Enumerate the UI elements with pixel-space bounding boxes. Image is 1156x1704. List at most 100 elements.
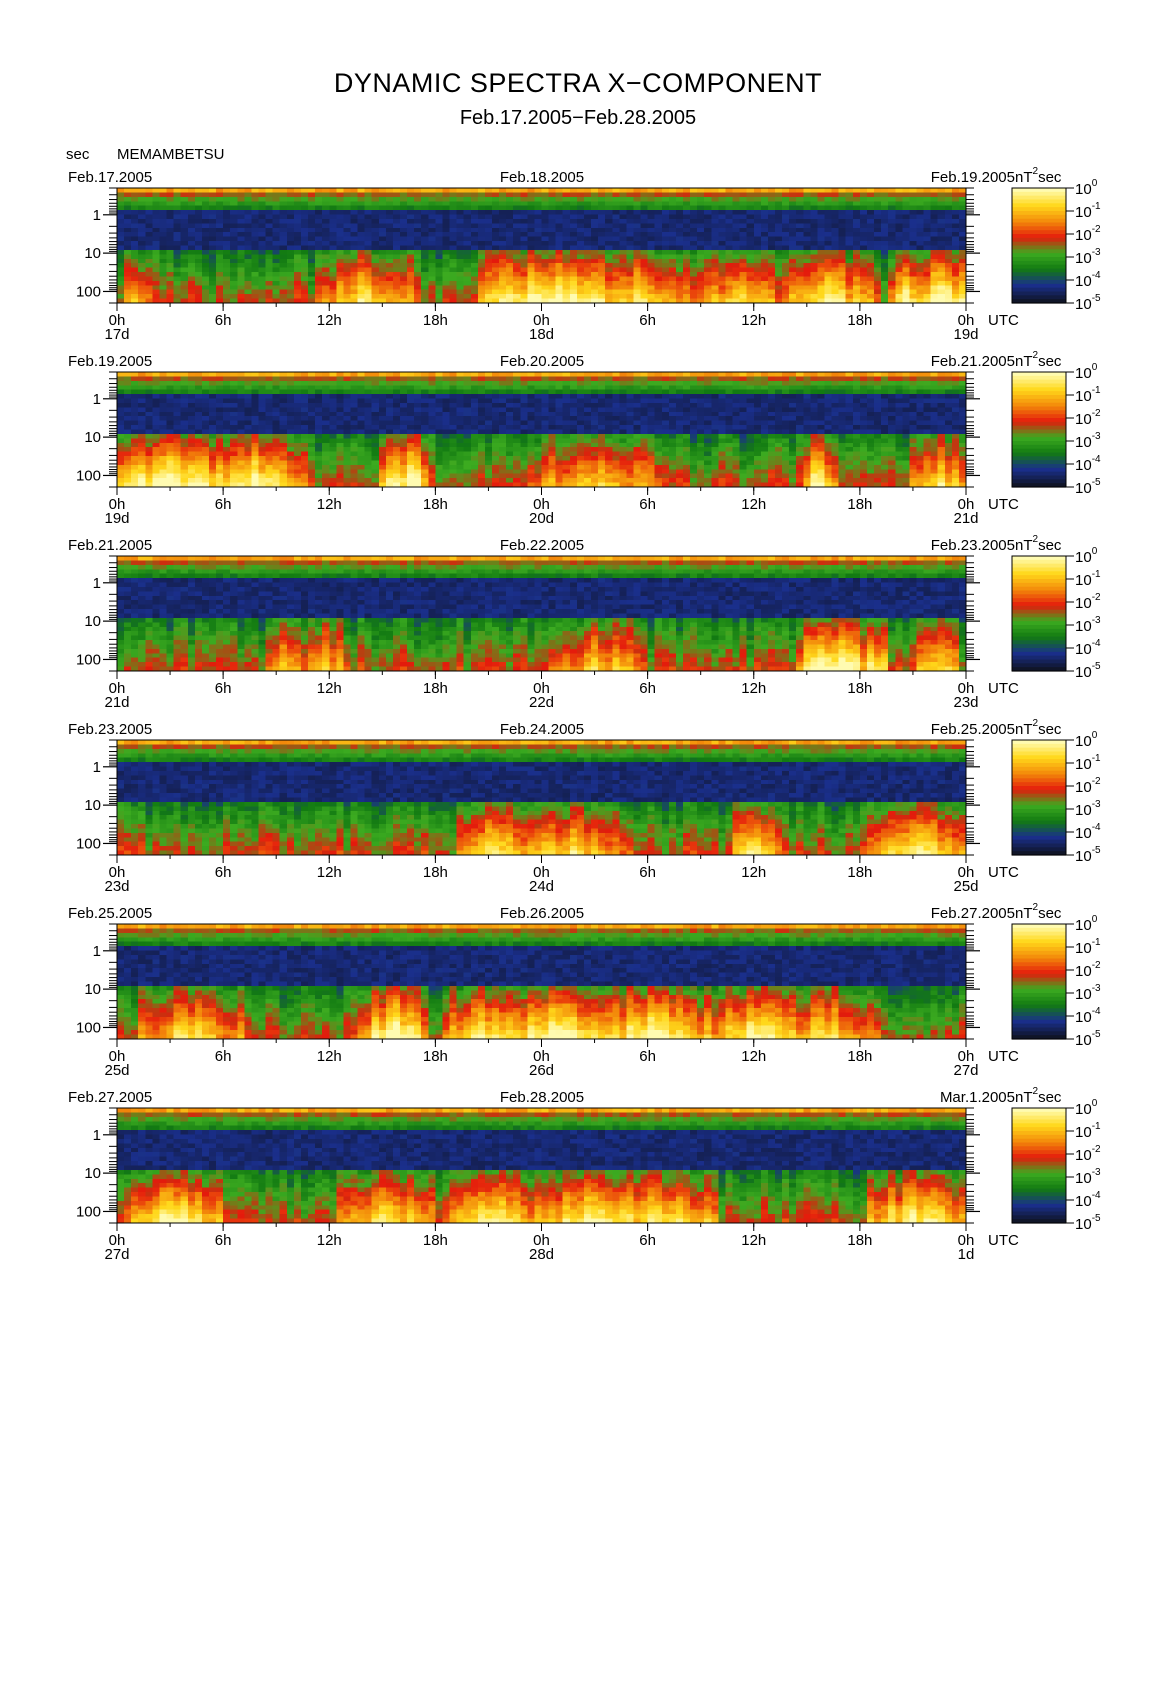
spectrogram-cell <box>300 227 309 233</box>
spectrogram-cell <box>902 272 910 278</box>
spectrogram-cell <box>803 223 811 229</box>
spectrogram-cell <box>336 249 344 255</box>
spectrogram-cell <box>315 263 323 269</box>
spectrogram-cell <box>201 433 210 439</box>
spectrogram-cell <box>810 196 819 202</box>
spectrogram-cell <box>279 416 288 422</box>
spectrogram-cell <box>378 267 387 273</box>
spectrogram-cell <box>888 298 896 304</box>
spectrogram-cell <box>300 245 309 251</box>
spectrogram-cell <box>449 420 458 426</box>
spectrogram-cell <box>477 289 486 295</box>
spectrogram-cell <box>371 276 380 282</box>
day-label: 18d <box>529 326 554 343</box>
spectrogram-cell <box>845 254 854 260</box>
spectrogram-cell <box>131 420 139 426</box>
spectrogram-cell <box>385 263 394 269</box>
spectrogram-cell <box>548 456 557 462</box>
spectrogram-cell <box>378 210 387 216</box>
spectrogram-cell <box>180 394 189 400</box>
spectrogram-cell <box>421 394 429 400</box>
spectrogram-cell <box>435 416 444 422</box>
spectrogram-cell <box>421 473 429 479</box>
spectrogram-cell <box>237 438 245 444</box>
spectrogram-cell <box>315 478 323 484</box>
spectrogram-cell <box>258 442 267 448</box>
spectrogram-cell <box>499 236 507 242</box>
spectrogram-cell <box>194 447 203 453</box>
spectrogram-cell <box>626 245 635 251</box>
spectrogram-cell <box>456 372 465 378</box>
spectrogram-cell <box>930 263 939 269</box>
spectrogram-cell <box>916 241 925 247</box>
spectrogram-cell <box>477 254 486 260</box>
spectrogram-cell <box>152 429 161 435</box>
spectrogram-cell <box>930 289 939 295</box>
spectrogram-cell <box>760 205 769 211</box>
spectrogram-cell <box>697 201 705 207</box>
spectrogram-cell <box>739 196 748 202</box>
spectrogram-cell <box>583 196 592 202</box>
spectrogram-cell <box>124 473 132 479</box>
spectrogram-cell <box>583 201 592 207</box>
spectrogram-cell <box>300 192 309 198</box>
spectrogram-cell <box>308 376 316 382</box>
spectrogram-cell <box>421 478 429 484</box>
spectrogram-cell <box>874 232 882 238</box>
spectrogram-cell <box>562 245 571 251</box>
spectrogram-cell <box>548 232 557 238</box>
spectrogram-cell <box>187 298 196 304</box>
spectrogram-cell <box>329 285 337 291</box>
spectrogram-cell <box>944 236 953 242</box>
spectrogram-cell <box>859 285 868 291</box>
spectrogram-cell <box>322 254 330 260</box>
spectrogram-cell <box>704 188 712 194</box>
spectrogram-cell <box>208 236 217 242</box>
spectrogram-cell <box>506 433 514 439</box>
spectrogram-cell <box>187 460 196 466</box>
spectrogram-cell <box>435 385 444 391</box>
spectrogram-cell <box>449 210 458 216</box>
spectrogram-cell <box>442 245 451 251</box>
spectrogram-cell <box>774 276 783 282</box>
spectrogram-cell <box>824 263 833 269</box>
spectrogram-cell <box>541 210 550 216</box>
spectrogram-cell <box>569 429 578 435</box>
spectrogram-cell <box>414 433 422 439</box>
spectrogram-cell <box>449 442 458 448</box>
spectrogram-cell <box>336 372 344 378</box>
spectrogram-cell <box>491 416 500 422</box>
spectrogram-cell <box>456 456 465 462</box>
spectrogram-cell <box>279 380 288 386</box>
spectrogram-cell <box>470 236 479 242</box>
spectrogram-cell <box>647 245 656 251</box>
spectrogram-cell <box>230 464 238 470</box>
spectrogram-cell <box>675 236 684 242</box>
spectrogram-cell <box>265 201 274 207</box>
spectrogram-cell <box>117 478 125 484</box>
spectrogram-cell <box>499 447 507 453</box>
spectrogram-cell <box>293 442 302 448</box>
spectrogram-cell <box>824 241 833 247</box>
spectrogram-cell <box>286 429 295 435</box>
spectrogram-cell <box>463 442 472 448</box>
spectrogram-cell <box>322 447 330 453</box>
spectrogram-cell <box>796 218 804 224</box>
spectrogram-cell <box>499 398 507 404</box>
spectrogram-cell <box>477 188 486 194</box>
spectrogram-cell <box>180 473 189 479</box>
spectrogram-cell <box>223 376 231 382</box>
spectrogram-cell <box>661 254 670 260</box>
spectrogram-cell <box>810 227 819 233</box>
spectrogram-cell <box>138 192 146 198</box>
spectrogram-cell <box>428 464 436 470</box>
spectrogram-cell <box>605 258 613 264</box>
spectrogram-cell <box>208 460 217 466</box>
spectrogram-cell <box>300 482 309 488</box>
spectrogram-cell <box>477 442 486 448</box>
spectrogram-cell <box>944 294 953 300</box>
spectrogram-cell <box>300 289 309 295</box>
spectrogram-cell <box>244 289 253 295</box>
spectrogram-cell <box>216 223 224 229</box>
spectrogram-cell <box>817 289 826 295</box>
